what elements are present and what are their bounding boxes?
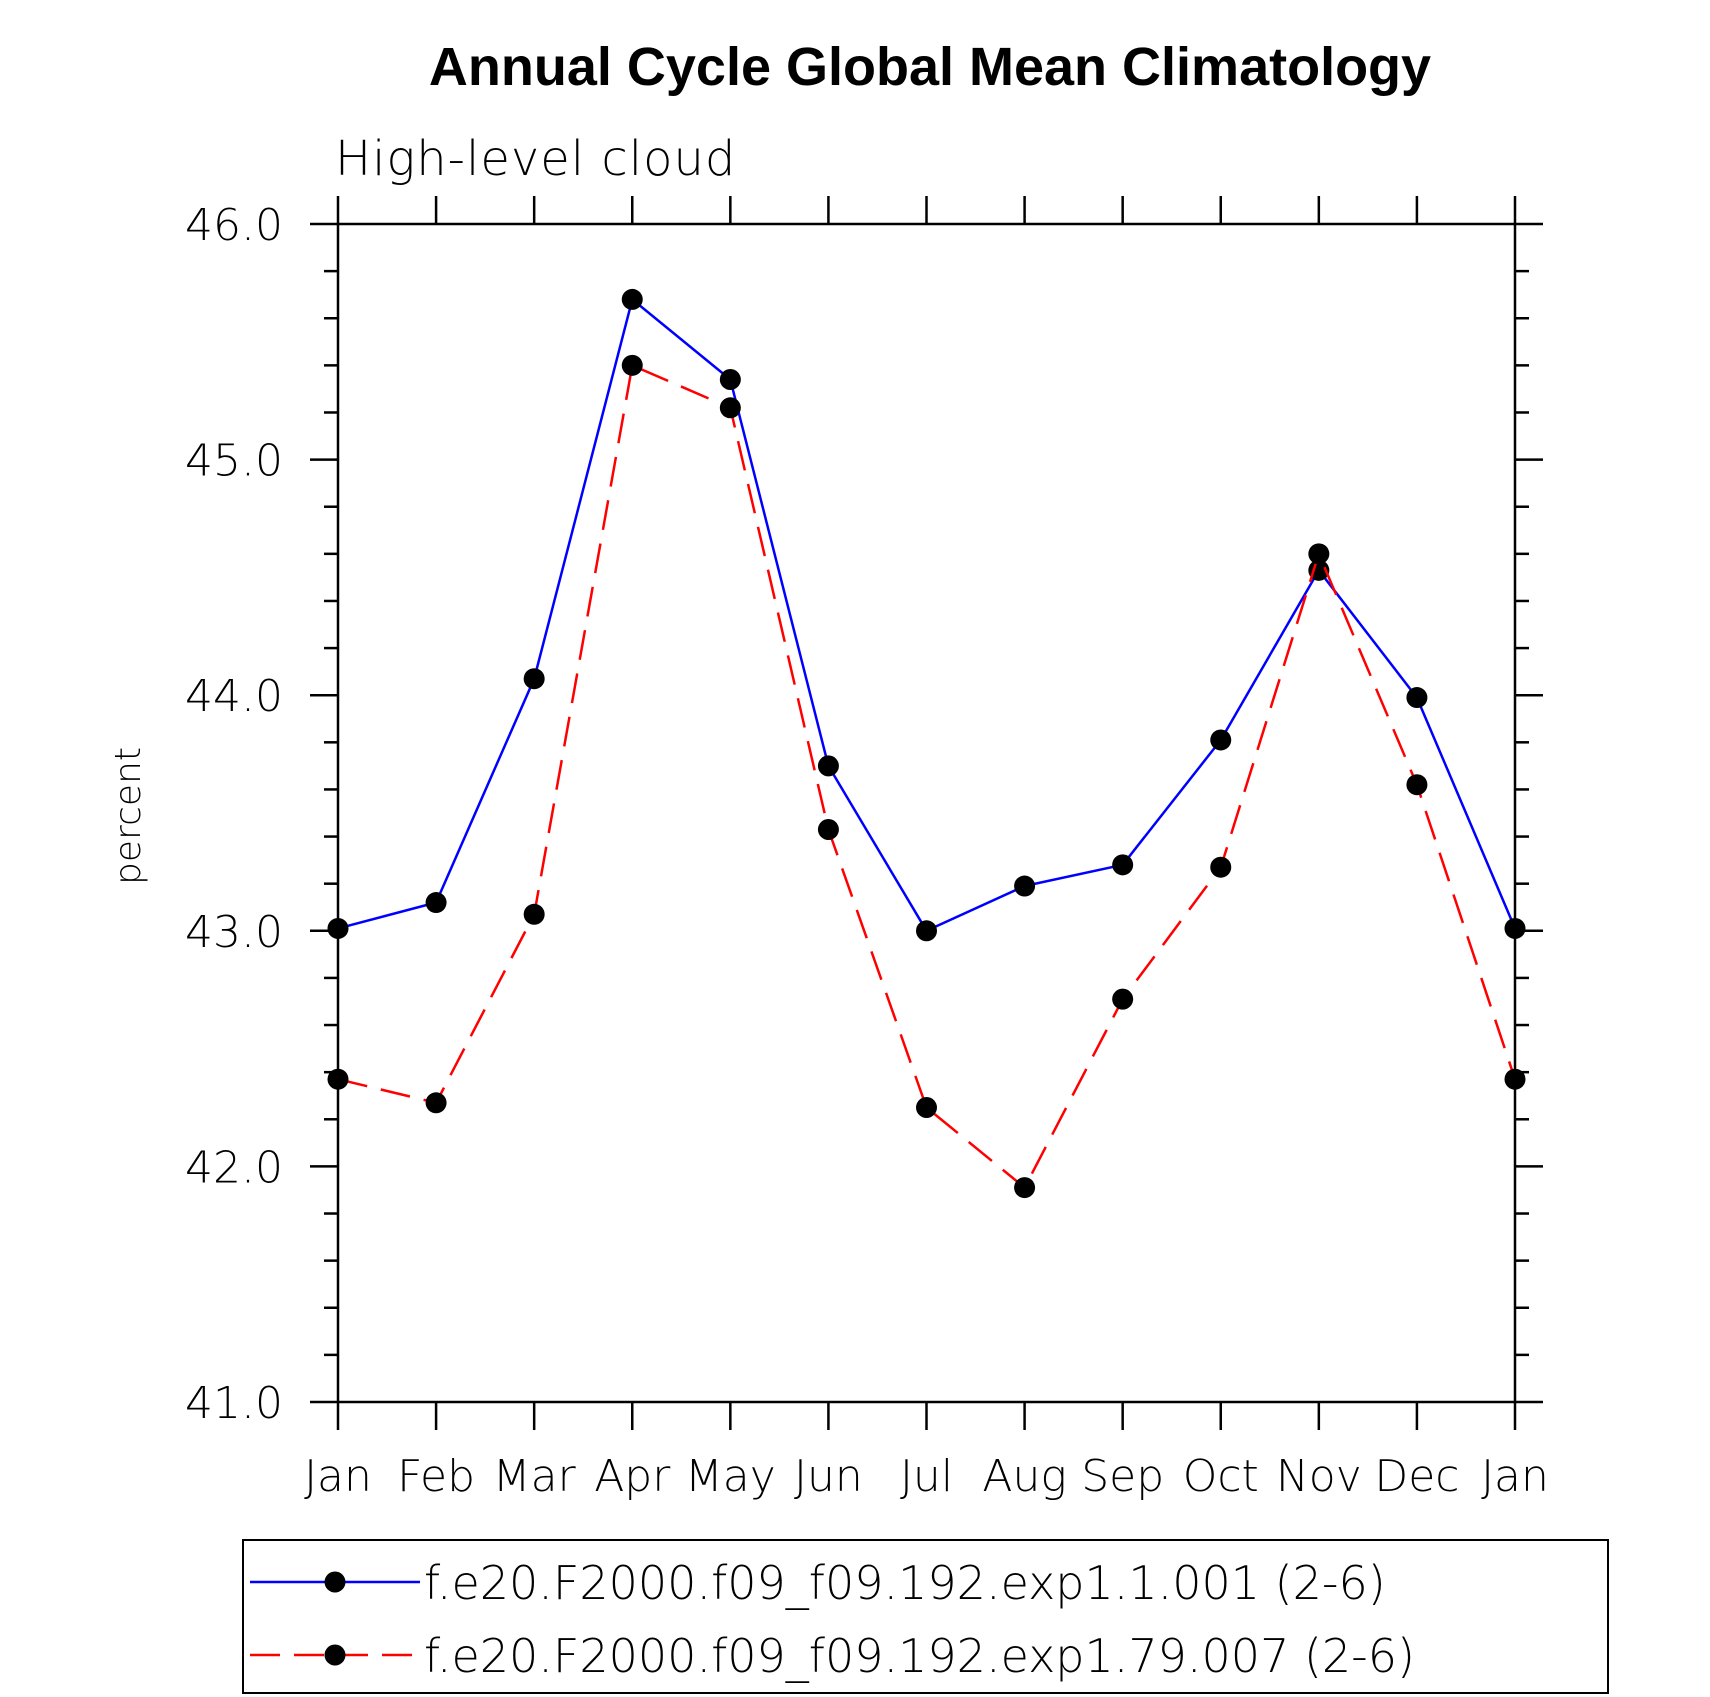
series-2-point xyxy=(719,397,741,419)
series-2-point xyxy=(621,354,643,376)
y-tick-label: 44.0 xyxy=(185,671,283,722)
series-1-point xyxy=(1504,917,1526,939)
y-tick-label: 43.0 xyxy=(185,907,283,958)
x-tick-label: Jan xyxy=(1481,1451,1549,1502)
y-tick-label: 46.0 xyxy=(185,200,283,251)
series-1-line xyxy=(337,298,1517,933)
series-1-point xyxy=(916,920,937,942)
x-tick-label: Oct xyxy=(1183,1451,1259,1502)
x-tick-label: Feb xyxy=(397,1451,475,1502)
series-1 xyxy=(327,288,1526,942)
series-1-point xyxy=(1014,875,1036,897)
y-axis-label: percent xyxy=(108,747,149,885)
series-1-point xyxy=(327,917,349,939)
series-2 xyxy=(327,354,1526,1199)
legend-label-1: f.e20.F2000.f09_f09.192.exp1.1.001 (2-6) xyxy=(424,1556,1386,1610)
series-2-point xyxy=(1210,856,1232,878)
legend-marker-2 xyxy=(324,1644,346,1666)
x-tick-label: Jul xyxy=(900,1451,953,1502)
x-tick-label: Mar xyxy=(493,1451,577,1502)
legend-label-2: f.e20.F2000.f09_f09.192.exp1.79.007 (2-6… xyxy=(424,1629,1415,1683)
series-1-point xyxy=(1308,559,1330,581)
legend-box xyxy=(242,1539,1609,1694)
plot-border xyxy=(336,222,1517,1404)
y-tick-label: 42.0 xyxy=(185,1142,283,1193)
series-2-point xyxy=(327,1068,349,1090)
series-2-point xyxy=(817,818,839,840)
x-tick-label: Jan xyxy=(304,1451,372,1502)
y-tick-label: 45.0 xyxy=(185,436,283,487)
series-2-point xyxy=(1014,1177,1036,1199)
series-1-point xyxy=(1210,729,1232,751)
series-1-point xyxy=(425,892,447,914)
x-tick-label: Sep xyxy=(1081,1451,1164,1502)
x-tick-label: Apr xyxy=(594,1451,671,1502)
chart-subtitle: High-level cloud xyxy=(335,131,736,187)
x-tick-label: Jun xyxy=(794,1451,863,1502)
series-2-point xyxy=(1112,988,1134,1010)
series-2-point xyxy=(1308,543,1330,565)
series-2-point xyxy=(523,903,545,925)
legend-marker-1 xyxy=(324,1571,346,1593)
series-layer xyxy=(327,288,1526,1199)
chart-title: Annual Cycle Global Mean Climatology xyxy=(429,37,1431,97)
x-axis-ticks: Jan Feb Mar Apr May Jun Jul Aug Sep Oct Nov Dec Jan xyxy=(304,196,1549,1502)
series-2-point xyxy=(916,1097,937,1118)
series-1-point xyxy=(523,668,545,690)
series-2-point xyxy=(1504,1068,1526,1090)
series-2-point xyxy=(425,1092,447,1114)
series-2-line xyxy=(337,364,1517,1189)
y-axis-ticks: 41.0 42.0 43.0 44.0 45.0 46.0 xyxy=(185,200,1543,1429)
plot-frame xyxy=(336,222,1517,1404)
series-1-point xyxy=(621,288,643,310)
y-tick-label: 41.0 xyxy=(185,1378,283,1429)
x-tick-label: Dec xyxy=(1374,1451,1459,1502)
legend: f.e20.F2000.f09_f09.192.exp1.1.001 (2-6)… xyxy=(242,1539,1609,1694)
x-tick-label: Aug xyxy=(982,1451,1066,1502)
series-2-point xyxy=(1406,774,1428,796)
series-1-point xyxy=(817,755,839,777)
x-tick-label: Nov xyxy=(1276,1451,1362,1502)
series-1-point xyxy=(1406,687,1428,709)
series-1-point xyxy=(1112,854,1134,876)
series-1-point xyxy=(719,368,741,390)
x-tick-label: May xyxy=(685,1451,776,1502)
